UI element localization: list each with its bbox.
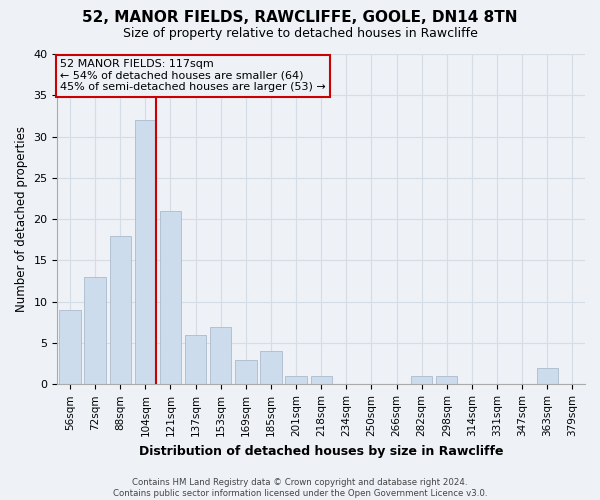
Bar bbox=[411, 376, 433, 384]
Y-axis label: Number of detached properties: Number of detached properties bbox=[15, 126, 28, 312]
Bar bbox=[260, 352, 281, 384]
Bar bbox=[210, 326, 232, 384]
Bar bbox=[134, 120, 156, 384]
Text: Size of property relative to detached houses in Rawcliffe: Size of property relative to detached ho… bbox=[122, 28, 478, 40]
Bar bbox=[311, 376, 332, 384]
Bar bbox=[185, 335, 206, 384]
Bar bbox=[160, 211, 181, 384]
Text: Contains HM Land Registry data © Crown copyright and database right 2024.
Contai: Contains HM Land Registry data © Crown c… bbox=[113, 478, 487, 498]
Text: 52 MANOR FIELDS: 117sqm
← 54% of detached houses are smaller (64)
45% of semi-de: 52 MANOR FIELDS: 117sqm ← 54% of detache… bbox=[60, 59, 326, 92]
Bar bbox=[536, 368, 558, 384]
Bar bbox=[85, 277, 106, 384]
Bar bbox=[286, 376, 307, 384]
Bar bbox=[110, 236, 131, 384]
Bar bbox=[235, 360, 257, 384]
Bar bbox=[59, 310, 80, 384]
X-axis label: Distribution of detached houses by size in Rawcliffe: Distribution of detached houses by size … bbox=[139, 444, 503, 458]
Bar bbox=[436, 376, 457, 384]
Text: 52, MANOR FIELDS, RAWCLIFFE, GOOLE, DN14 8TN: 52, MANOR FIELDS, RAWCLIFFE, GOOLE, DN14… bbox=[82, 10, 518, 25]
